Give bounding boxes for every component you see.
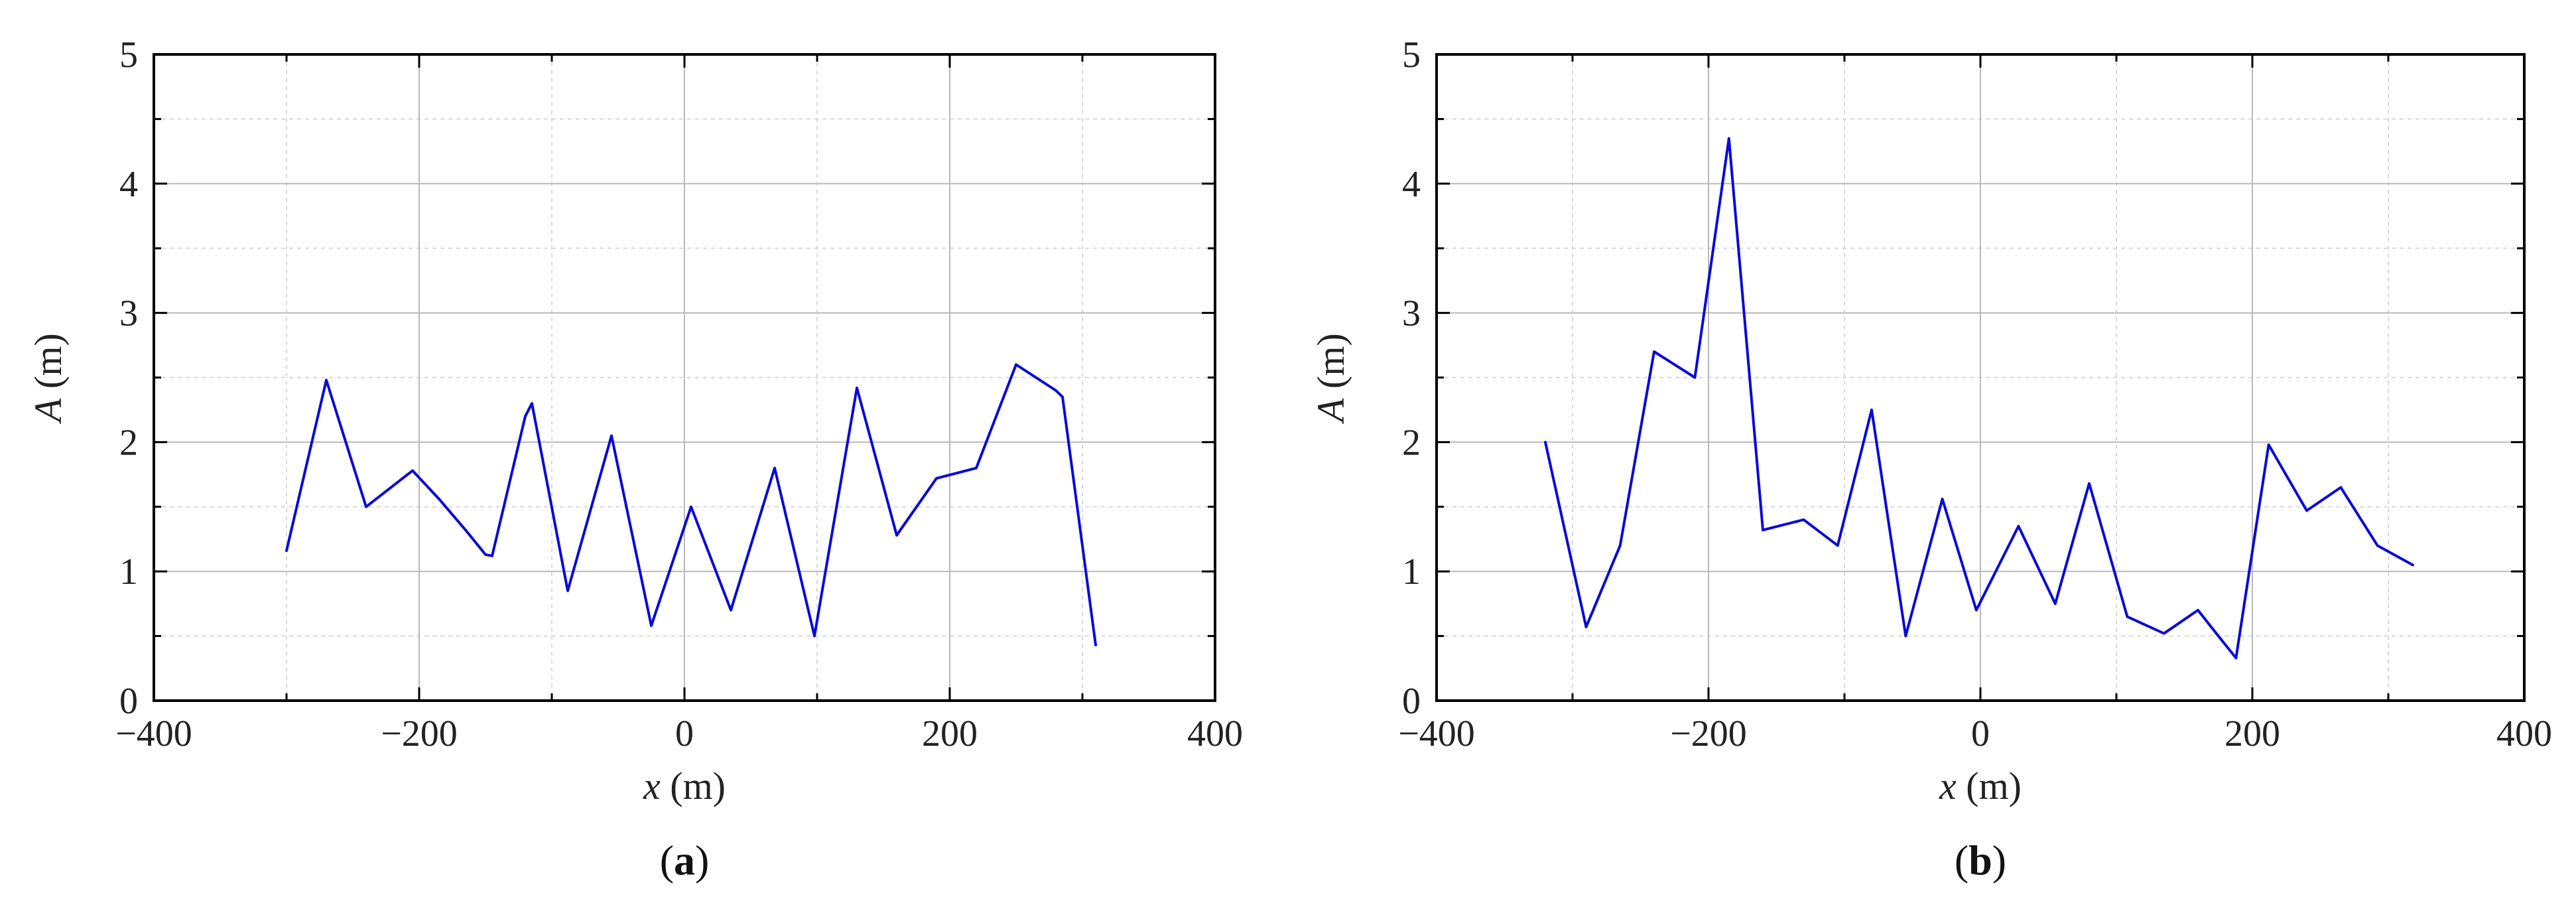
x-tick-label: 0	[1971, 713, 1990, 754]
y-tick-label: 5	[119, 35, 138, 76]
panel-label: (a)	[660, 837, 710, 884]
x-axis-variable: x	[643, 764, 661, 807]
y-axis-variable: A	[1309, 398, 1352, 425]
y-tick-label: 3	[119, 293, 138, 334]
y-axis-unit: (m)	[27, 333, 70, 398]
panel-label: (b)	[1955, 837, 2006, 884]
plot-frame	[153, 53, 1216, 702]
plot-frame	[1435, 53, 2526, 702]
y-tick-label: 3	[1402, 293, 1421, 334]
y-tick-label: 2	[1402, 422, 1421, 463]
y-tick-label: 5	[1402, 35, 1421, 76]
x-tick-label: 400	[2496, 713, 2552, 754]
y-tick-label: 1	[119, 551, 138, 592]
y-axis-title: A (m)	[1309, 333, 1352, 425]
x-tick-label: −400	[115, 713, 192, 754]
x-axis-unit: (m)	[1957, 764, 2022, 807]
y-axis-title: A (m)	[27, 333, 70, 425]
x-tick-label: −200	[1670, 713, 1747, 754]
x-tick-label: 200	[2224, 713, 2280, 754]
panel-label-letter: a	[674, 837, 695, 884]
x-tick-label: −200	[381, 713, 458, 754]
y-tick-label: 2	[119, 422, 138, 463]
series-line	[285, 363, 1097, 647]
panel-label-open: (	[1955, 837, 1968, 884]
y-tick-label: 4	[1402, 164, 1421, 205]
x-tick-label: −400	[1398, 713, 1475, 754]
series-line	[1544, 137, 2414, 660]
y-axis-unit: (m)	[1309, 333, 1352, 398]
y-tick-label: 0	[119, 681, 138, 722]
x-tick-label: 0	[675, 713, 694, 754]
x-tick-label: 400	[1187, 713, 1243, 754]
y-tick-label: 4	[119, 164, 138, 205]
x-axis-variable: x	[1939, 764, 1957, 807]
x-axis-title: x (m)	[643, 764, 726, 807]
x-axis-unit: (m)	[661, 764, 726, 807]
panel-label-open: (	[660, 837, 674, 884]
y-tick-label: 1	[1402, 551, 1421, 592]
x-tick-label: 200	[922, 713, 978, 754]
panel-label-letter: b	[1968, 837, 1992, 884]
x-axis-title: x (m)	[1939, 764, 2022, 807]
panel-label-close: )	[695, 837, 709, 884]
y-axis-variable: A	[27, 398, 70, 425]
panel-label-close: )	[1992, 837, 2006, 884]
y-tick-label: 0	[1402, 681, 1421, 722]
